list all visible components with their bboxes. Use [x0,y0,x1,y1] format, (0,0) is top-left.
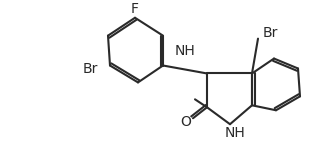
Text: Br: Br [262,26,278,40]
Text: NH: NH [225,126,245,140]
Text: F: F [131,2,139,16]
Text: NH: NH [174,44,195,58]
Text: Br: Br [82,62,98,76]
Text: O: O [181,115,191,129]
